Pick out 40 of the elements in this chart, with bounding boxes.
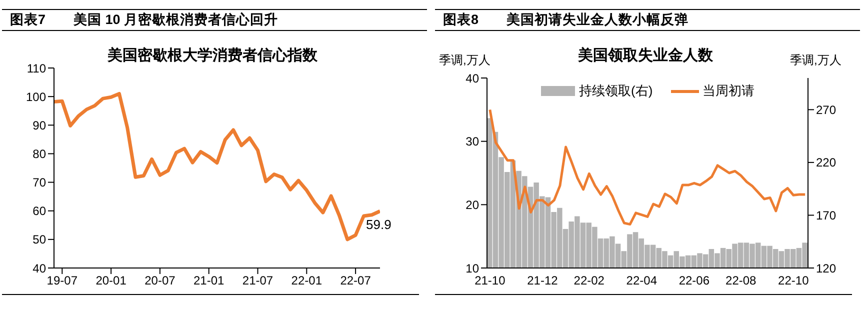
x-tick-label: 20-07 — [144, 274, 176, 288]
line-series — [488, 108, 806, 226]
x-tick-label: 22-10 — [778, 274, 810, 288]
y2-axis-title: 季调,万人 — [790, 52, 842, 69]
legend-label: 当周初请 — [702, 82, 755, 100]
y-tick-label: 110 — [26, 61, 46, 76]
x-tick-label: 20-01 — [96, 274, 127, 288]
y-tick-label: 10 — [466, 261, 480, 276]
chart-subtitle: 美国密歇根大学消费者信心指数 — [108, 47, 318, 64]
y-tick-label: 40 — [466, 71, 480, 86]
x-tick-label: 21-12 — [527, 274, 558, 288]
y2-tick-label: 170 — [816, 208, 836, 222]
y-axis-title: 季调,万人 — [439, 52, 490, 69]
chart-subtitle: 美国领取失业金人数 — [578, 47, 713, 64]
x-tick-label: 19-07 — [46, 274, 78, 288]
x-tick-label: 21-07 — [242, 274, 274, 288]
y-tick-label: 60 — [32, 204, 46, 218]
x-tick-label: 22-01 — [291, 274, 322, 288]
y-tick-label: 30 — [466, 134, 480, 149]
x-tick-label: 21-01 — [194, 274, 225, 288]
x-tick-label: 22-06 — [678, 274, 710, 288]
y-tick-label: 70 — [32, 176, 46, 190]
chart-title: 图表8 美国初请失业金人数小幅反弹 — [435, 9, 860, 31]
y-tick-label: 80 — [32, 146, 46, 161]
legend-label: 持续领取(右) — [579, 82, 653, 100]
data-label: 59.9 — [366, 217, 392, 232]
y-tick-label: 50 — [32, 232, 46, 247]
x-tick-label: 22-07 — [340, 274, 372, 288]
x-tick-label: 22-04 — [626, 274, 658, 288]
x-tick-label: 21-10 — [474, 274, 506, 288]
chart-title: 图表7 美国 10 月密歇根消费者信心回升 — [2, 9, 427, 31]
y-tick-label: 100 — [26, 90, 46, 104]
x-tick-label: 22-08 — [726, 274, 757, 288]
y2-tick-label: 120 — [816, 261, 836, 276]
y-tick-label: 20 — [466, 198, 480, 212]
y2-tick-label: 270 — [816, 102, 836, 117]
y2-tick-label: 220 — [816, 156, 836, 170]
x-tick-label: 22-02 — [574, 274, 605, 288]
y-tick-label: 40 — [32, 261, 46, 276]
y-tick-label: 90 — [32, 118, 46, 132]
